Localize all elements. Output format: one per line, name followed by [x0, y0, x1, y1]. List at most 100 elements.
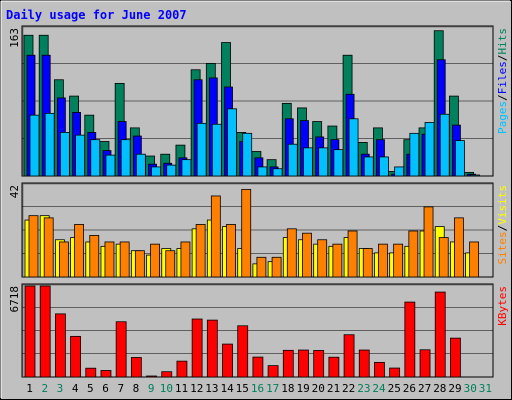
bar-kbytes-day-undefined	[374, 361, 385, 378]
bar-pages-day-5	[90, 139, 101, 177]
bar-kbytes-day-undefined	[237, 325, 249, 378]
bar-pages-day-27	[424, 122, 435, 177]
bar-sites-day-undefined	[256, 256, 267, 278]
legend-hits: Hits	[496, 28, 509, 55]
legend-separator: /	[496, 55, 509, 62]
bar-pages-day-7	[120, 139, 131, 177]
bar-pages-day-25	[394, 166, 405, 177]
bar-sites-day-undefined	[28, 215, 39, 278]
bar-sites-day-undefined	[119, 241, 130, 278]
bar-sites-day-undefined	[180, 241, 191, 278]
x-tick-label-day-29: 29	[448, 382, 461, 395]
bar-sites-day-undefined	[378, 243, 388, 278]
bar-pages-day-23	[363, 156, 374, 177]
bar-sites-day-undefined	[89, 234, 100, 278]
bar-kbytes-day-undefined	[404, 301, 416, 378]
legend: KBytes	[496, 286, 509, 326]
bar-pages-day-3	[59, 132, 70, 177]
bar-sites-day-undefined	[210, 195, 221, 278]
x-tick-label-day-13: 13	[205, 382, 218, 395]
y-max-label: 6718	[8, 286, 21, 313]
bar-pages-day-29	[455, 140, 465, 177]
bar-sites-day-undefined	[271, 256, 282, 278]
bar-kbytes-day-undefined	[222, 343, 233, 378]
bar-kbytes-day-undefined	[176, 360, 188, 378]
x-tick-label-day-30: 30	[464, 382, 477, 395]
bar-sites-day-undefined	[150, 243, 160, 278]
bar-kbytes-day-undefined	[100, 370, 112, 378]
bar-sites-day-undefined	[423, 206, 434, 278]
legend-files: Files	[496, 61, 509, 94]
bar-sites-day-undefined	[347, 230, 358, 278]
x-tick-label-day-10: 10	[160, 382, 173, 395]
bar-kbytes-day-undefined	[85, 367, 97, 378]
bar-pages-day-17	[272, 168, 283, 177]
bar-kbytes-day-undefined	[419, 349, 431, 378]
x-tick-label-day-31: 31	[479, 382, 492, 395]
x-tick-label-day-25: 25	[388, 382, 401, 395]
bar-kbytes-day-undefined	[252, 356, 264, 378]
x-tick-label-day-4: 4	[72, 382, 79, 395]
x-tick-label-day-19: 19	[296, 382, 309, 395]
bar-kbytes-day-undefined	[130, 357, 142, 378]
panel-2: 42 Sites/Visits	[8, 182, 509, 278]
bar-kbytes-day-undefined	[191, 318, 203, 378]
x-tick-label-day-3: 3	[57, 382, 64, 395]
x-tick-label-day-2: 2	[41, 382, 48, 395]
bar-pages-day-18	[287, 143, 298, 177]
bar-sites-day-undefined	[165, 250, 176, 278]
x-tick-label-day-7: 7	[117, 382, 124, 395]
legend-pages: Pages	[496, 101, 509, 134]
bar-kbytes-day-undefined	[39, 285, 51, 378]
bar-kbytes-day-undefined	[434, 291, 446, 378]
bar-kbytes-day-undefined	[282, 349, 294, 378]
bar-kbytes-day-undefined	[343, 334, 355, 378]
legend-kbytes: KBytes	[496, 286, 509, 326]
x-tick-label-day-1: 1	[26, 382, 33, 395]
bar-pages-day-28	[439, 113, 450, 177]
bar-pages-day-24	[379, 156, 389, 177]
x-tick-label-day-16: 16	[251, 382, 264, 395]
bar-sites-day-undefined	[362, 248, 373, 278]
legend: Pages/Files/Hits	[496, 28, 509, 134]
legend-visits: Visits	[496, 185, 509, 225]
bar-pages-day-1	[29, 114, 40, 177]
bar-pages-day-26	[409, 132, 420, 177]
bar-kbytes-day-undefined	[389, 367, 401, 378]
x-tick-label-day-15: 15	[236, 382, 249, 395]
x-tick-label-day-24: 24	[372, 382, 386, 395]
bar-sites-day-undefined	[438, 237, 449, 278]
bar-kbytes-day-undefined	[24, 285, 36, 378]
bar-sites-day-undefined	[241, 188, 252, 278]
bar-pages-day-12	[196, 122, 207, 177]
x-tick-label-day-21: 21	[327, 382, 340, 395]
bar-pages-day-13	[211, 123, 222, 177]
bar-sites-day-undefined	[74, 224, 84, 278]
bar-pages-day-9	[151, 166, 161, 177]
bar-pages-day-19	[303, 147, 313, 177]
x-tick-label-day-18: 18	[281, 382, 294, 395]
bar-sites-day-undefined	[104, 241, 115, 278]
x-tick-label-day-17: 17	[266, 382, 279, 395]
x-tick-label-day-26: 26	[403, 382, 416, 395]
bar-sites-day-undefined	[408, 230, 419, 278]
bar-sites-day-undefined	[454, 217, 464, 278]
bar-kbytes-day-undefined	[328, 356, 340, 378]
y-max-label: 42	[8, 185, 21, 198]
bar-pages-day-2	[44, 112, 55, 177]
bar-sites-day-undefined	[43, 217, 54, 278]
chart-title: Daily usage for June 2007	[6, 8, 187, 22]
x-tick-label-day-27: 27	[418, 382, 431, 395]
x-tick-label-day-22: 22	[342, 382, 355, 395]
bar-pages-day-22	[348, 118, 359, 177]
bar-pages-day-10	[166, 164, 177, 177]
bar-sites-day-undefined	[393, 243, 404, 278]
bar-sites-day-undefined	[302, 232, 312, 278]
bar-kbytes-day-undefined	[206, 319, 218, 378]
bar-kbytes-day-undefined	[450, 337, 461, 378]
bar-pages-day-11	[181, 159, 192, 177]
bar-pages-day-4	[75, 134, 85, 177]
bar-kbytes-day-undefined	[298, 349, 309, 378]
x-tick-label-day-23: 23	[357, 382, 370, 395]
